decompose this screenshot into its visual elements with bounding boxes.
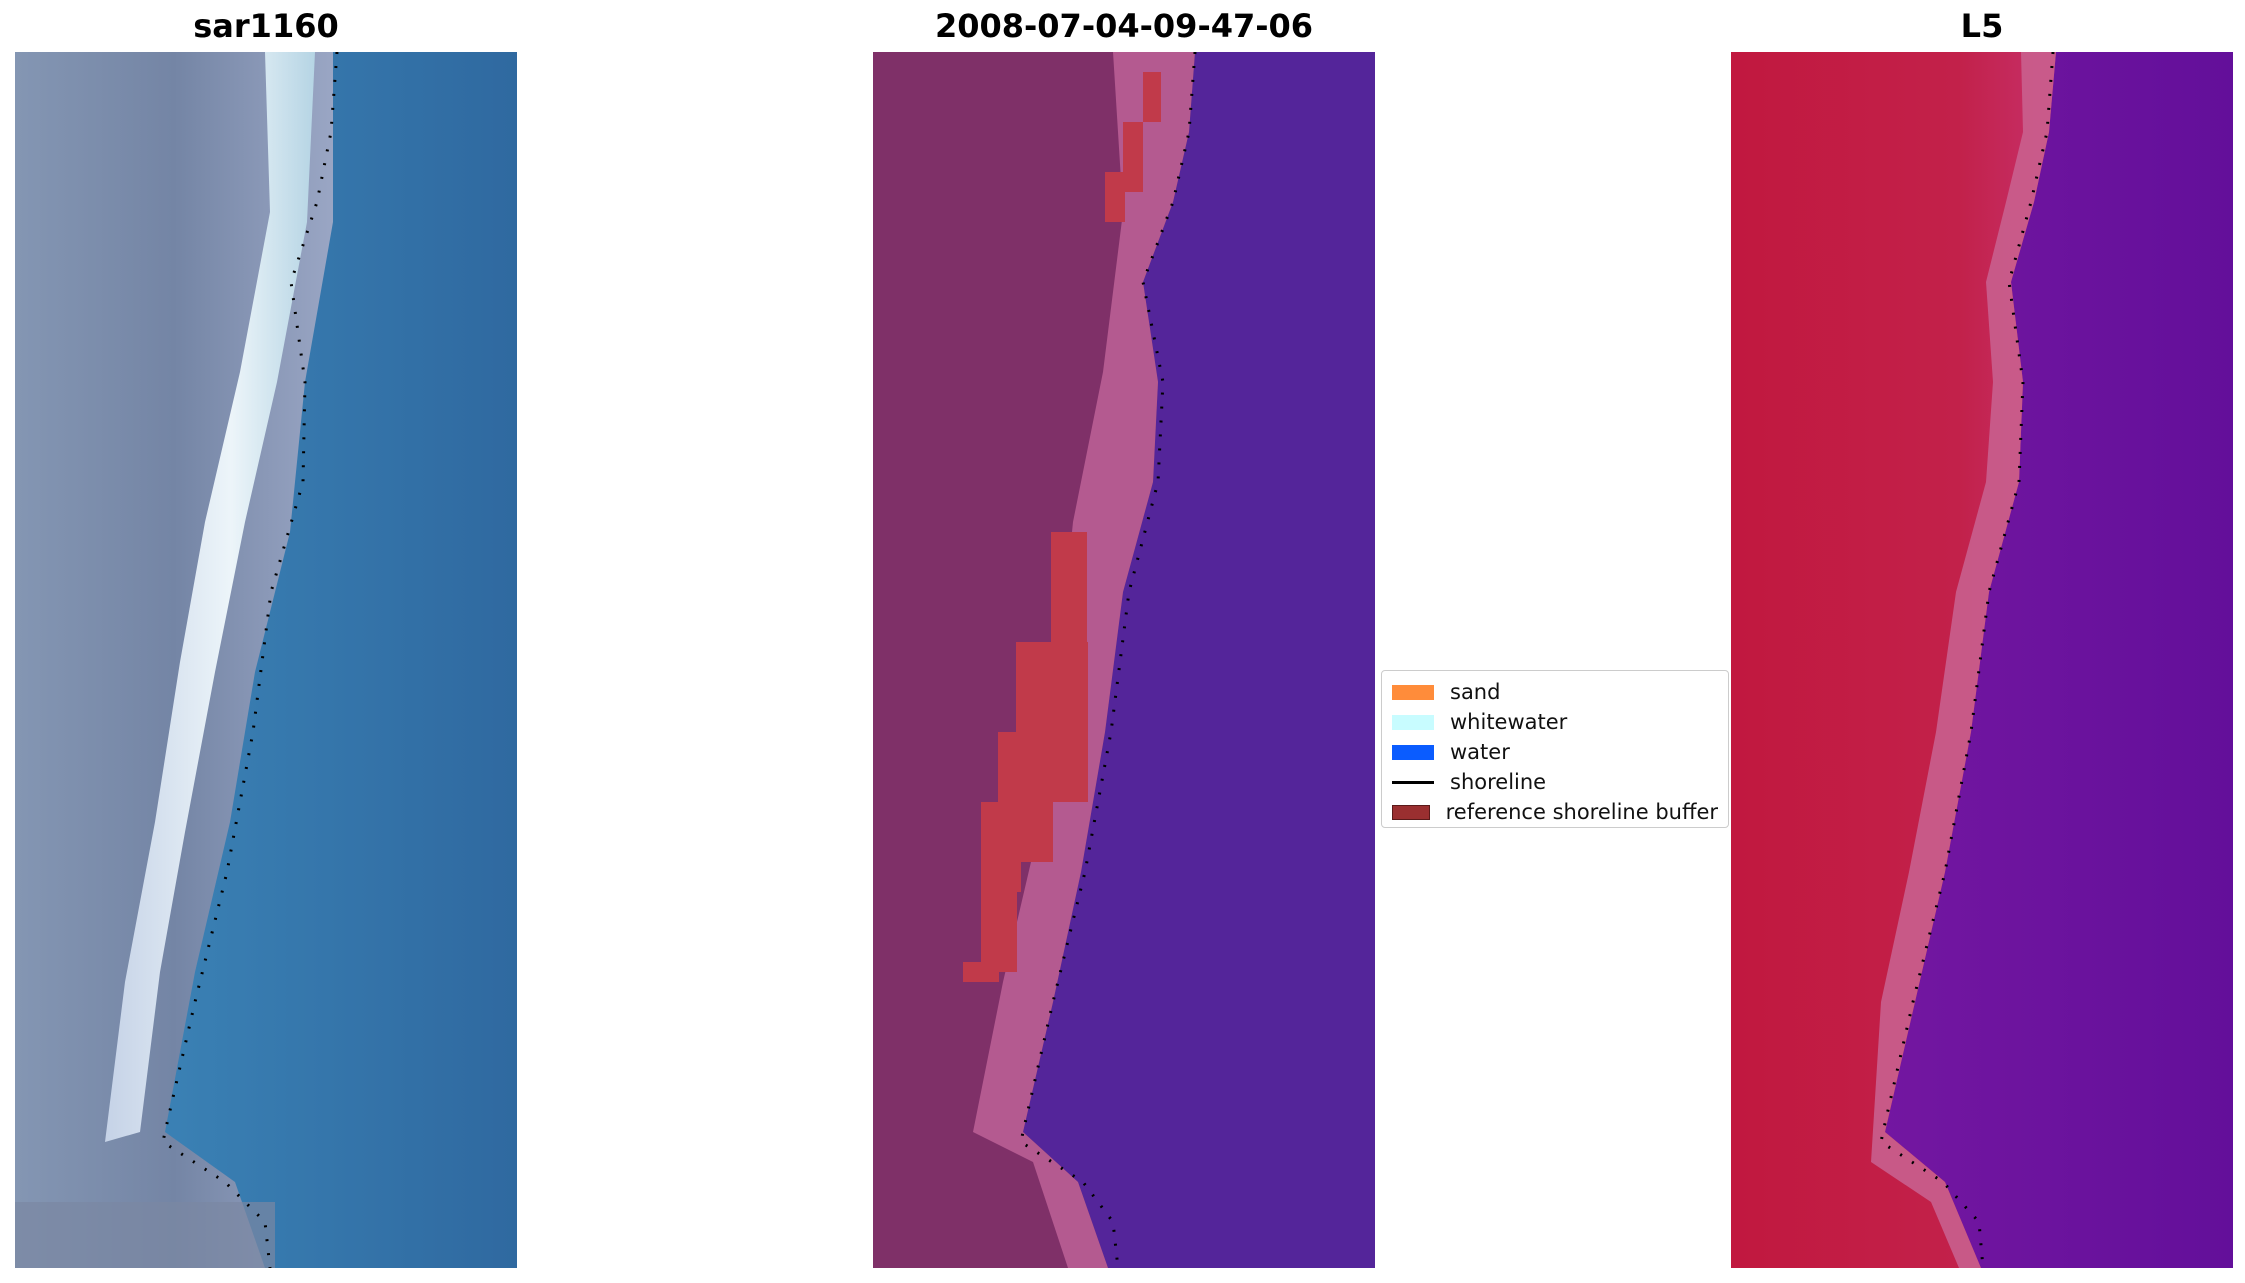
panel-title-classification: 2008-07-04-09-47-06 (934, 7, 1314, 45)
legend-item-water: water (1392, 737, 1718, 767)
panel-title-rgb: sar1160 (193, 7, 339, 45)
classification-image (873, 52, 1375, 1268)
legend-item-sand: sand (1392, 677, 1718, 707)
legend-swatch-buffer (1392, 804, 1430, 820)
legend-item-buffer: reference shoreline buffer (1392, 797, 1718, 827)
legend: sand whitewater water shoreline referenc… (1381, 670, 1729, 828)
rgb-image-panel (15, 52, 517, 1268)
legend-label: reference shoreline buffer (1445, 800, 1718, 824)
classification-panel (873, 52, 1375, 1268)
shoreline-line (1019, 52, 1197, 1268)
legend-item-shoreline: shoreline (1392, 767, 1718, 797)
legend-line-shoreline (1392, 780, 1434, 784)
l5-panel (1731, 52, 2233, 1268)
legend-swatch-water (1392, 744, 1434, 760)
panel-title-ndwi: L5 (1960, 7, 2004, 45)
legend-label: shoreline (1450, 770, 1547, 794)
l5-image (1731, 52, 2233, 1268)
rgb-image (15, 52, 517, 1268)
legend-label: water (1450, 740, 1510, 764)
legend-label: whitewater (1450, 710, 1568, 734)
legend-label: sand (1450, 680, 1501, 704)
legend-item-whitewater: whitewater (1392, 707, 1718, 737)
legend-swatch-whitewater (1392, 714, 1434, 730)
legend-swatch-sand (1392, 684, 1434, 700)
